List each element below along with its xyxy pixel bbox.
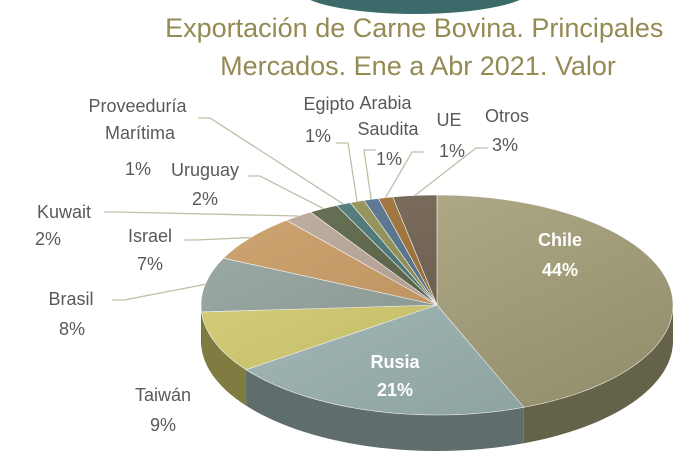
value-label: 2% <box>192 189 218 209</box>
value-label: 1% <box>376 149 402 169</box>
leader-line <box>384 151 424 198</box>
category-label: UE <box>436 110 461 130</box>
value-label: 9% <box>150 415 176 435</box>
value-label: 7% <box>137 254 163 274</box>
leader-line <box>363 149 376 200</box>
category-label: Taiwán <box>135 385 191 405</box>
leader-line <box>104 211 299 217</box>
leader-line <box>198 117 344 205</box>
value-label: 1% <box>439 141 465 161</box>
chart-title: Exportación de Carne Bovina. Principales… <box>165 13 671 81</box>
category-label: Arabia Saudita <box>357 93 419 139</box>
leader-line <box>184 236 251 241</box>
category-label: Otros <box>485 106 529 126</box>
value-label: 21% <box>377 380 413 400</box>
category-label: Kuwait <box>37 202 91 222</box>
value-label: 1% <box>125 159 151 179</box>
category-label: Israel <box>128 226 172 246</box>
category-label: Chile <box>538 230 582 250</box>
category-label: Egipto <box>303 94 354 114</box>
value-label: 1% <box>305 126 331 146</box>
value-label: 3% <box>492 135 518 155</box>
decor-ellipse <box>310 0 520 14</box>
value-label: 8% <box>59 319 85 339</box>
category-label: Proveeduría Marítima <box>88 96 191 143</box>
leader-line <box>336 142 358 202</box>
leader-line <box>248 175 324 210</box>
leader-line <box>414 147 488 197</box>
category-label: Brasil <box>48 289 93 309</box>
slice-side <box>246 369 524 451</box>
value-label: 44% <box>542 260 578 280</box>
category-label: Rusia <box>370 352 420 372</box>
category-label: Uruguay <box>171 160 239 180</box>
leader-line <box>112 283 206 301</box>
value-label: 2% <box>35 229 61 249</box>
